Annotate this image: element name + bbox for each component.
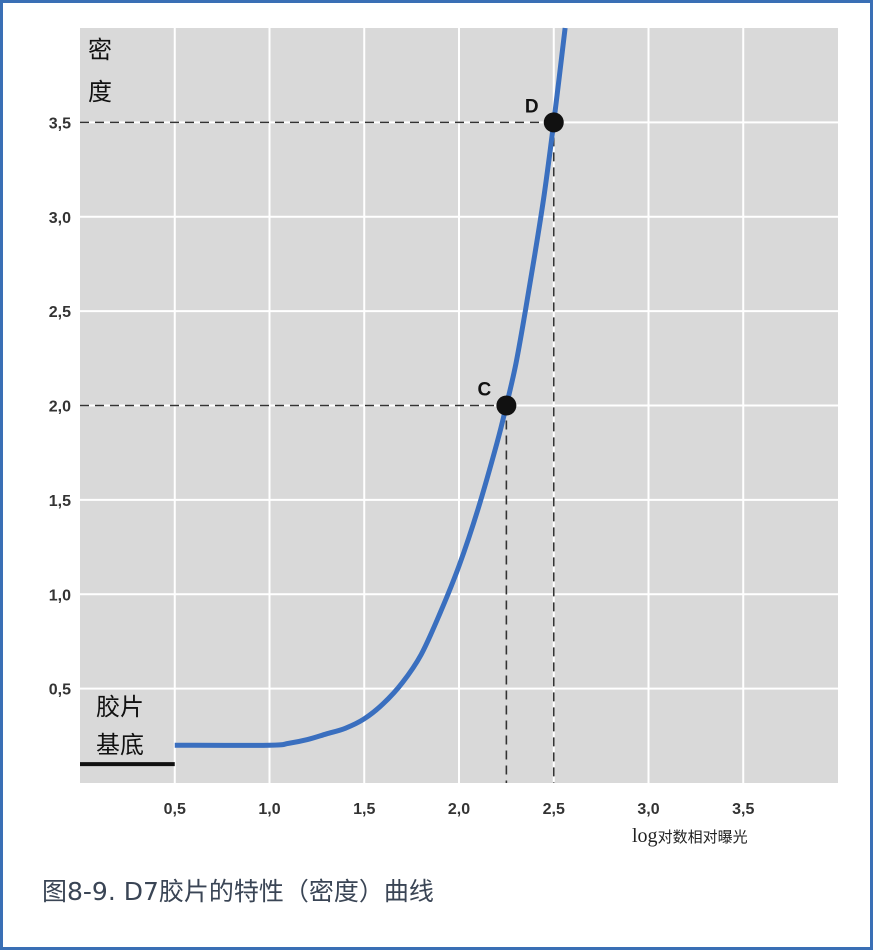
y-tick-label: 2,0: [49, 399, 71, 416]
y-tick-label: 3,5: [49, 115, 71, 132]
x-tick-label: 3,0: [637, 801, 659, 818]
point-marker-d: [543, 112, 564, 133]
point-label-d: D: [525, 96, 539, 117]
y-tick-label: 3,0: [49, 210, 71, 227]
x-tick-label: 2,5: [543, 801, 565, 818]
film-base-label: 胶片基底: [96, 693, 144, 759]
y-tick-label: 0,5: [49, 682, 71, 699]
y-tick-label: 2,5: [49, 304, 71, 321]
x-tick-label: 1,0: [258, 801, 280, 818]
x-tick-label: 3,5: [732, 801, 754, 818]
x-axis-label: log对数相对曝光: [632, 825, 748, 847]
x-tick-label: 1,5: [353, 801, 375, 818]
y-axis-label-char: 度: [88, 78, 112, 106]
point-label-c: C: [478, 380, 492, 401]
y-tick-label: 1,5: [49, 493, 71, 510]
point-marker-c: [496, 395, 517, 416]
x-tick-label: 0,5: [164, 801, 186, 818]
y-axis-label-char: 密: [88, 36, 112, 64]
x-tick-label: 2,0: [448, 801, 470, 818]
y-tick-label: 1,0: [49, 587, 71, 604]
figure-caption: 图8-9. D7胶片的特性（密度）曲线: [42, 877, 434, 906]
characteristic-curve: [174, 27, 568, 748]
